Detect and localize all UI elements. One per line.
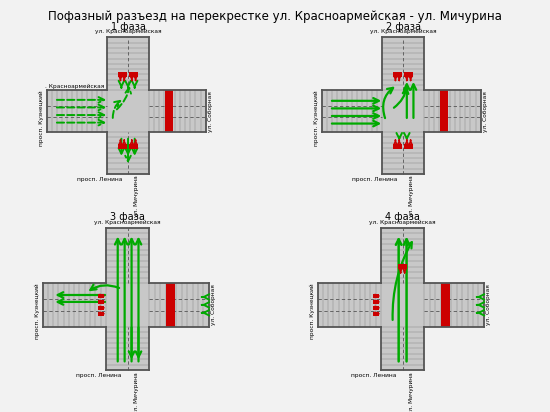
Bar [106,327,150,370]
Bar [393,72,402,77]
Bar [373,300,379,304]
Bar [118,144,126,149]
Bar [373,294,379,298]
Bar [381,228,425,283]
Bar [373,306,379,310]
Bar [98,312,104,316]
Text: 2 фаза: 2 фаза [386,22,421,32]
Bar [107,132,149,174]
Text: ул. Красноармейская: ул. Красноармейская [95,29,161,35]
Bar [373,312,379,316]
Bar [404,72,413,77]
Text: ул. Красноармейская: ул. Красноармейская [370,29,436,35]
Text: просп. Ленина: просп. Ленина [76,373,122,378]
Text: 4 фаза: 4 фаза [385,212,420,222]
Bar [47,90,107,132]
Bar [106,283,150,327]
Bar [382,132,424,174]
Text: ул. Соборная: ул. Соборная [486,285,491,325]
Text: ул. Мичурина: ул. Мичурина [134,372,139,412]
Bar [424,90,481,132]
Bar [441,283,450,327]
Text: 3 фаза: 3 фаза [110,212,145,222]
Text: 1 фаза: 1 фаза [111,22,145,32]
Bar [393,144,402,149]
Bar [165,90,173,132]
Bar [107,90,149,132]
Text: ул. Мичурина: ул. Мичурина [134,176,139,218]
Bar [440,90,448,132]
Bar [322,90,382,132]
Text: просп. Кузнецкий: просп. Кузнецкий [314,90,318,146]
Bar [404,144,413,149]
Text: ул. Соборная: ул. Соборная [207,91,213,131]
Bar [129,72,138,77]
Bar [425,283,483,327]
Text: Пофазный разъезд на перекрестке ул. Красноармейская - ул. Мичурина: Пофазный разъезд на перекрестке ул. Крас… [48,10,502,23]
Bar [317,283,381,327]
Text: просп. Ленина: просп. Ленина [352,177,397,182]
Bar [381,327,425,370]
Bar [150,283,208,327]
Bar [382,90,424,132]
Bar [382,37,424,90]
Text: просп. Кузнецкий: просп. Кузнецкий [310,283,315,339]
Bar [98,294,104,298]
Bar [42,283,106,327]
Bar [118,72,126,77]
Bar [129,144,138,149]
Bar [149,90,206,132]
Text: просп. Кузнецкий: просп. Кузнецкий [35,283,40,339]
Text: просп. Ленина: просп. Ленина [77,177,122,182]
Bar [398,264,407,269]
Bar [106,228,150,283]
Text: ул. Мичурина: ул. Мичурина [409,372,414,412]
Text: просп. Ленина: просп. Ленина [351,373,397,378]
Text: ул. Красноармейская: ул. Красноармейская [95,220,161,225]
Bar [381,283,425,327]
Text: просп. Кузнецкий: просп. Кузнецкий [39,90,43,146]
Text: ул. Красноармейская: ул. Красноармейская [370,220,436,225]
Text: . Красноармейская: . Красноармейская [45,84,104,89]
Text: ул. Соборная: ул. Соборная [482,91,488,131]
Text: ул. Мичурина: ул. Мичурина [409,176,414,218]
Bar [98,306,104,310]
Bar [107,37,149,90]
Text: ул. Соборная: ул. Соборная [211,285,216,325]
Bar [98,300,104,304]
Bar [166,283,175,327]
